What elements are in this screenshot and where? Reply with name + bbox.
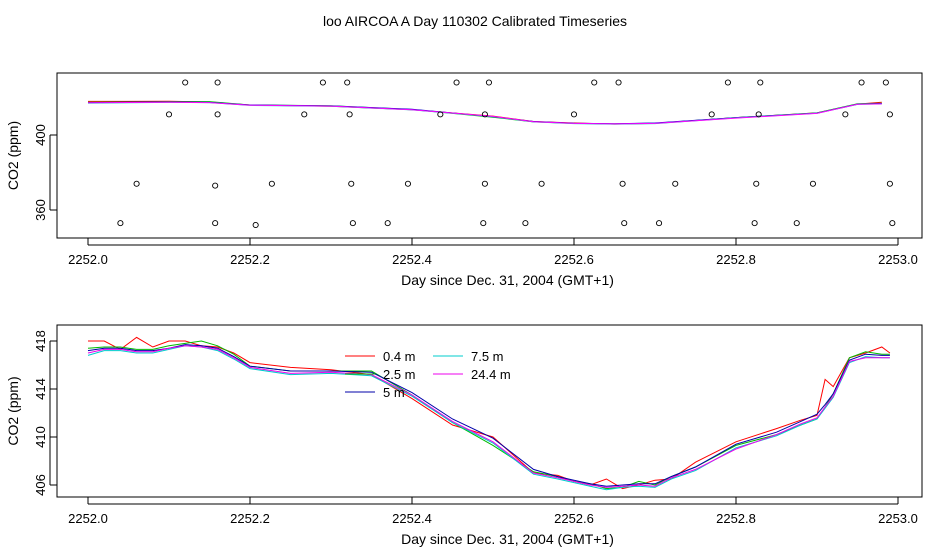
calibration-point	[842, 111, 849, 118]
calibration-point	[591, 79, 598, 86]
calibration-point	[212, 220, 219, 227]
legend-label: 7.5 m	[471, 349, 504, 364]
series-line-24-4-m	[87, 101, 882, 125]
calibration-point	[615, 79, 622, 86]
series-line-24-4-m	[87, 345, 890, 488]
y-tick-label: 360	[33, 199, 48, 221]
calibration-point	[858, 79, 865, 86]
calibration-point	[809, 180, 817, 187]
x-tick-label: 2252.4	[392, 511, 432, 526]
y-tick-label: 414	[33, 378, 48, 400]
legend-label: 24.4 m	[471, 367, 511, 382]
y-axis-label: CO2 (ppm)	[5, 376, 21, 445]
x-tick-label: 2252.6	[554, 511, 594, 526]
calibration-point	[165, 111, 173, 118]
calibration-point	[480, 220, 487, 227]
series-line-5-m	[87, 344, 890, 487]
bottom-panel-profile-timeseries: 2252.0 2252.2 2252.4 2252.6 2252.8 2253.0 406 4…	[5, 324, 923, 547]
y-axis-label: CO2 (ppm)	[5, 121, 21, 190]
calibration-point	[882, 79, 889, 86]
calibration-point	[621, 220, 628, 227]
calibration-point	[522, 220, 529, 227]
legend-label: 0.4 m	[383, 349, 416, 364]
calibration-point	[319, 79, 326, 86]
legend-label: 5 m	[383, 385, 405, 400]
calibration-point	[793, 220, 800, 227]
calibration-point	[437, 111, 444, 118]
calibration-point	[344, 79, 351, 86]
calibration-point	[481, 111, 488, 118]
calibration-point	[212, 182, 219, 189]
calibration-point	[453, 79, 460, 86]
calibration-point	[214, 79, 221, 86]
y-tick-label: 400	[33, 124, 48, 146]
x-axis-label: Day since Dec. 31, 2004 (GMT+1)	[401, 272, 614, 288]
calibration-point	[214, 111, 221, 118]
x-tick-label: 2252.8	[716, 511, 756, 526]
calibration-point	[724, 79, 731, 86]
calibration-point	[886, 111, 893, 118]
calibration-point	[619, 180, 626, 187]
calibration-point	[384, 220, 391, 227]
calibration-point	[182, 79, 189, 86]
calibration-point	[404, 180, 412, 187]
calibration-point	[672, 180, 679, 187]
calibration-point	[481, 180, 488, 187]
plot-frame	[56, 72, 923, 239]
y-tick-label: 406	[33, 474, 48, 496]
x-tick-label: 2252.0	[68, 252, 108, 267]
series-line-2-5-m	[87, 101, 882, 125]
calibration-point	[708, 111, 715, 118]
top-panel-calibrated-timeseries: 2252.0 2252.2 2252.4 2252.6 2252.8 2253.0 360 4…	[5, 72, 923, 288]
calibration-point	[252, 221, 259, 229]
series-line-5-m	[87, 101, 882, 125]
figure-title: loo AIRCOA A Day 110302 Calibrated Times…	[323, 13, 627, 29]
calibration-point	[348, 180, 355, 187]
calibration-point	[570, 111, 578, 118]
calibration-point	[117, 220, 124, 227]
x-tick-label: 2253.0	[878, 252, 918, 267]
x-axis-label: Day since Dec. 31, 2004 (GMT+1)	[401, 531, 614, 547]
calibration-point	[757, 79, 764, 86]
y-tick-label: 410	[33, 426, 48, 448]
calibration-point	[133, 180, 140, 187]
calibration-point	[755, 111, 762, 118]
series-line-0-4-m	[87, 100, 882, 125]
x-tick-label: 2252.0	[68, 511, 108, 526]
series-line-7-5-m	[87, 101, 882, 125]
calibration-point	[268, 180, 275, 187]
calibration-point	[301, 111, 308, 118]
x-tick-label: 2252.4	[392, 252, 432, 267]
calibration-point	[485, 79, 493, 86]
calibration-point	[889, 220, 896, 227]
calibration-point	[538, 180, 545, 187]
calibration-point	[656, 220, 663, 227]
calibration-point	[346, 111, 353, 118]
calibration-point	[753, 180, 760, 187]
y-tick-label: 418	[33, 330, 48, 352]
plot-frame	[56, 324, 923, 498]
x-tick-label: 2253.0	[878, 511, 918, 526]
calibration-point	[349, 220, 356, 227]
x-tick-label: 2252.2	[230, 511, 270, 526]
calibration-point	[886, 180, 893, 187]
x-tick-label: 2252.2	[230, 252, 270, 267]
legend-label: 2.5 m	[383, 367, 416, 382]
x-tick-label: 2252.8	[716, 252, 756, 267]
x-tick-label: 2252.6	[554, 252, 594, 267]
series-line-0-4-m	[88, 336, 891, 490]
calibration-point	[751, 220, 758, 227]
